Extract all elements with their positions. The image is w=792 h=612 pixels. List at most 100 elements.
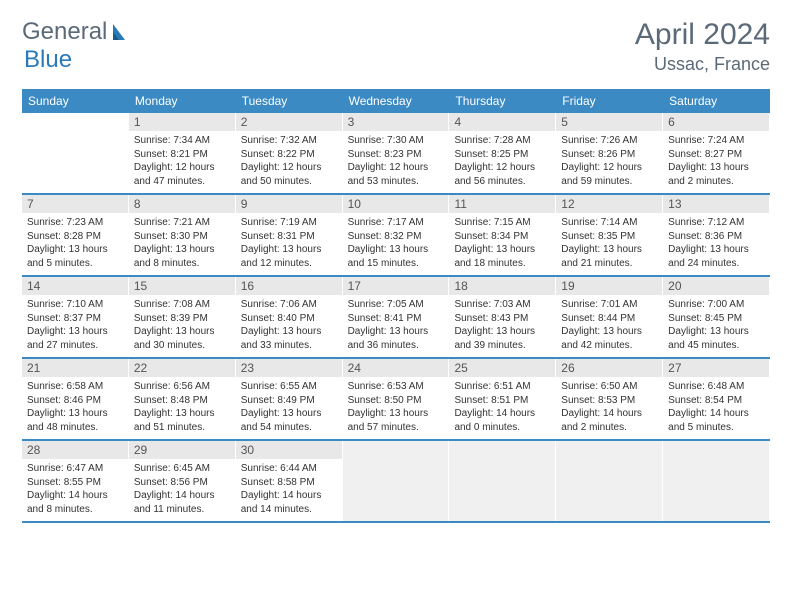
day-24: 24Sunrise: 6:53 AMSunset: 8:50 PMDayligh… [343, 359, 450, 439]
day-6: 6Sunrise: 7:24 AMSunset: 8:27 PMDaylight… [663, 113, 770, 193]
daylight: Daylight: 13 hours and 24 minutes. [668, 243, 764, 270]
day-number: 8 [129, 195, 235, 213]
sunset: Sunset: 8:54 PM [668, 394, 764, 408]
sunrise: Sunrise: 7:15 AM [454, 216, 550, 230]
dow-thursday: Thursday [449, 89, 556, 113]
day-number: 3 [343, 113, 449, 131]
day-number: 10 [343, 195, 449, 213]
sunrise: Sunrise: 6:47 AM [27, 462, 123, 476]
day-details: Sunrise: 7:24 AMSunset: 8:27 PMDaylight:… [663, 131, 769, 193]
day-17: 17Sunrise: 7:05 AMSunset: 8:41 PMDayligh… [343, 277, 450, 357]
day-details: Sunrise: 7:15 AMSunset: 8:34 PMDaylight:… [449, 213, 555, 275]
dow-monday: Monday [129, 89, 236, 113]
day-11: 11Sunrise: 7:15 AMSunset: 8:34 PMDayligh… [449, 195, 556, 275]
daylight: Daylight: 13 hours and 33 minutes. [241, 325, 337, 352]
daylight: Daylight: 14 hours and 5 minutes. [668, 407, 764, 434]
day-details: Sunrise: 7:14 AMSunset: 8:35 PMDaylight:… [556, 213, 662, 275]
sunrise: Sunrise: 7:08 AM [134, 298, 230, 312]
day-21: 21Sunrise: 6:58 AMSunset: 8:46 PMDayligh… [22, 359, 129, 439]
day-14: 14Sunrise: 7:10 AMSunset: 8:37 PMDayligh… [22, 277, 129, 357]
day-details: Sunrise: 6:56 AMSunset: 8:48 PMDaylight:… [129, 377, 235, 439]
sunset: Sunset: 8:28 PM [27, 230, 123, 244]
daylight: Daylight: 13 hours and 39 minutes. [454, 325, 550, 352]
sunset: Sunset: 8:46 PM [27, 394, 123, 408]
sunset: Sunset: 8:35 PM [561, 230, 657, 244]
daylight: Daylight: 12 hours and 56 minutes. [454, 161, 550, 188]
day-1: 1Sunrise: 7:34 AMSunset: 8:21 PMDaylight… [129, 113, 236, 193]
day-number: 16 [236, 277, 342, 295]
day-empty [343, 441, 450, 521]
month-title: April 2024 [635, 18, 770, 52]
logo-text-1: General [22, 18, 107, 46]
day-number: 21 [22, 359, 128, 377]
day-details: Sunrise: 7:12 AMSunset: 8:36 PMDaylight:… [663, 213, 769, 275]
day-empty [663, 441, 770, 521]
day-details: Sunrise: 7:21 AMSunset: 8:30 PMDaylight:… [129, 213, 235, 275]
day-details: Sunrise: 7:32 AMSunset: 8:22 PMDaylight:… [236, 131, 342, 193]
day-details: Sunrise: 6:48 AMSunset: 8:54 PMDaylight:… [663, 377, 769, 439]
daylight: Daylight: 13 hours and 36 minutes. [348, 325, 444, 352]
sunrise: Sunrise: 7:14 AM [561, 216, 657, 230]
day-details: Sunrise: 7:26 AMSunset: 8:26 PMDaylight:… [556, 131, 662, 193]
sunrise: Sunrise: 6:56 AM [134, 380, 230, 394]
sunrise: Sunrise: 7:12 AM [668, 216, 764, 230]
day-details: Sunrise: 6:45 AMSunset: 8:56 PMDaylight:… [129, 459, 235, 521]
day-number: 11 [449, 195, 555, 213]
day-details: Sunrise: 6:53 AMSunset: 8:50 PMDaylight:… [343, 377, 449, 439]
day-details: Sunrise: 7:06 AMSunset: 8:40 PMDaylight:… [236, 295, 342, 357]
sunrise: Sunrise: 7:28 AM [454, 134, 550, 148]
sunset: Sunset: 8:53 PM [561, 394, 657, 408]
sunrise: Sunrise: 7:19 AM [241, 216, 337, 230]
header: General April 2024 Ussac, France [22, 18, 770, 75]
day-number: 24 [343, 359, 449, 377]
day-2: 2Sunrise: 7:32 AMSunset: 8:22 PMDaylight… [236, 113, 343, 193]
day-number: 20 [663, 277, 769, 295]
sunrise: Sunrise: 7:24 AM [668, 134, 764, 148]
dow-saturday: Saturday [663, 89, 770, 113]
daylight: Daylight: 14 hours and 0 minutes. [454, 407, 550, 434]
day-5: 5Sunrise: 7:26 AMSunset: 8:26 PMDaylight… [556, 113, 663, 193]
daylight: Daylight: 13 hours and 15 minutes. [348, 243, 444, 270]
daylight: Daylight: 13 hours and 45 minutes. [668, 325, 764, 352]
sunset: Sunset: 8:51 PM [454, 394, 550, 408]
daylight: Daylight: 14 hours and 14 minutes. [241, 489, 337, 516]
sunrise: Sunrise: 7:10 AM [27, 298, 123, 312]
sunrise: Sunrise: 6:51 AM [454, 380, 550, 394]
day-details: Sunrise: 7:00 AMSunset: 8:45 PMDaylight:… [663, 295, 769, 357]
sunset: Sunset: 8:31 PM [241, 230, 337, 244]
logo-sail-icon [111, 22, 129, 42]
day-number: 19 [556, 277, 662, 295]
title-block: April 2024 Ussac, France [635, 18, 770, 75]
daylight: Daylight: 13 hours and 18 minutes. [454, 243, 550, 270]
day-18: 18Sunrise: 7:03 AMSunset: 8:43 PMDayligh… [449, 277, 556, 357]
sunrise: Sunrise: 7:21 AM [134, 216, 230, 230]
day-19: 19Sunrise: 7:01 AMSunset: 8:44 PMDayligh… [556, 277, 663, 357]
day-26: 26Sunrise: 6:50 AMSunset: 8:53 PMDayligh… [556, 359, 663, 439]
day-number: 22 [129, 359, 235, 377]
day-details: Sunrise: 6:51 AMSunset: 8:51 PMDaylight:… [449, 377, 555, 439]
daylight: Daylight: 13 hours and 27 minutes. [27, 325, 123, 352]
day-details: Sunrise: 7:34 AMSunset: 8:21 PMDaylight:… [129, 131, 235, 193]
sunset: Sunset: 8:55 PM [27, 476, 123, 490]
sunrise: Sunrise: 7:17 AM [348, 216, 444, 230]
sunrise: Sunrise: 6:48 AM [668, 380, 764, 394]
daylight: Daylight: 13 hours and 12 minutes. [241, 243, 337, 270]
day-25: 25Sunrise: 6:51 AMSunset: 8:51 PMDayligh… [449, 359, 556, 439]
sunset: Sunset: 8:40 PM [241, 312, 337, 326]
day-details: Sunrise: 7:28 AMSunset: 8:25 PMDaylight:… [449, 131, 555, 193]
daylight: Daylight: 13 hours and 21 minutes. [561, 243, 657, 270]
day-number: 9 [236, 195, 342, 213]
day-empty [449, 441, 556, 521]
sunset: Sunset: 8:36 PM [668, 230, 764, 244]
day-number: 15 [129, 277, 235, 295]
day-number: 6 [663, 113, 769, 131]
sunrise: Sunrise: 7:34 AM [134, 134, 230, 148]
day-number: 13 [663, 195, 769, 213]
week-row: 14Sunrise: 7:10 AMSunset: 8:37 PMDayligh… [22, 277, 770, 359]
day-number: 4 [449, 113, 555, 131]
day-30: 30Sunrise: 6:44 AMSunset: 8:58 PMDayligh… [236, 441, 343, 521]
day-details: Sunrise: 7:05 AMSunset: 8:41 PMDaylight:… [343, 295, 449, 357]
sunset: Sunset: 8:21 PM [134, 148, 230, 162]
week-row: 7Sunrise: 7:23 AMSunset: 8:28 PMDaylight… [22, 195, 770, 277]
day-4: 4Sunrise: 7:28 AMSunset: 8:25 PMDaylight… [449, 113, 556, 193]
